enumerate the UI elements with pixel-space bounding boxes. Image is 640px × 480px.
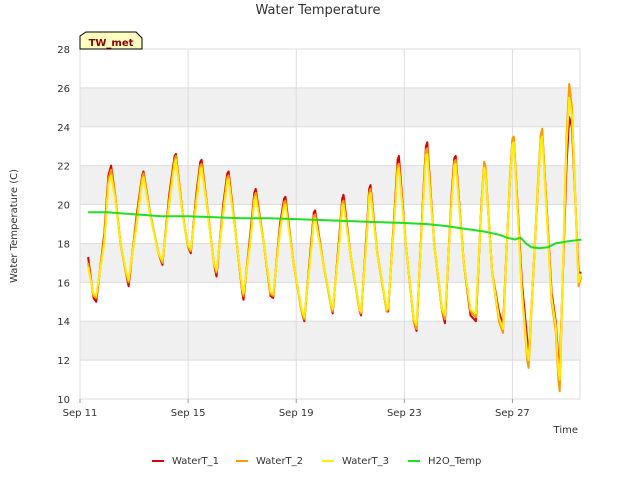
series-line-watert-3: [87, 96, 583, 381]
legend-label: WaterT_1: [172, 456, 219, 467]
y-tick-label: 28: [57, 45, 70, 56]
x-tick-label: Sep 15: [171, 408, 206, 419]
plot-background: [79, 48, 581, 400]
y-axis-label: Water Temperature (C): [9, 169, 20, 283]
legend: WaterT_1 WaterT_2 WaterT_3 H2O_Temp: [152, 456, 481, 467]
legend-item-watert-1: WaterT_1: [152, 456, 219, 467]
legend-label: WaterT_3: [342, 456, 389, 467]
series-layer: [87, 83, 583, 393]
legend-item-watert-3: WaterT_3: [322, 456, 389, 467]
grid-band: [80, 87, 580, 127]
y-tick-label: 16: [57, 278, 70, 289]
y-tick-label: 20: [57, 201, 70, 212]
x-tick-label: Sep 11: [63, 408, 98, 419]
grid-band: [80, 165, 580, 205]
series-line-h2o-temp: [88, 211, 582, 250]
legend-label: H2O_Temp: [428, 456, 481, 467]
legend-label: WaterT_2: [256, 456, 303, 467]
x-tick-label: Sep 23: [387, 408, 422, 419]
x-tick-label: Sep 19: [279, 408, 314, 419]
x-tick-label: Sep 27: [495, 408, 530, 419]
chart-title: Water Temperature: [256, 3, 381, 18]
gridlines: [79, 48, 580, 400]
y-tick-label: 22: [57, 162, 70, 173]
grid-band: [80, 321, 580, 361]
y-tick-label: 14: [57, 317, 70, 328]
site-badge-label: TW_met: [89, 38, 134, 49]
x-axis: Sep 11 Sep 15 Sep 19 Sep 23 Sep 27: [63, 399, 530, 419]
y-tick-label: 18: [57, 239, 70, 250]
y-axis: 10 12 14 16 18 20 22 24 26 28: [57, 45, 70, 406]
y-tick-label: 10: [57, 395, 70, 406]
site-badge: TW_met: [79, 31, 143, 50]
site-badge-shape: [79, 31, 143, 50]
legend-item-h2o-temp: H2O_Temp: [408, 456, 481, 467]
y-tick-label: 26: [57, 84, 70, 95]
legend-item-watert-2: WaterT_2: [236, 456, 303, 467]
x-axis-label: Time: [553, 425, 578, 436]
y-tick-label: 24: [57, 123, 70, 134]
y-tick-label: 12: [57, 356, 70, 367]
gridline-bands: [80, 87, 580, 361]
